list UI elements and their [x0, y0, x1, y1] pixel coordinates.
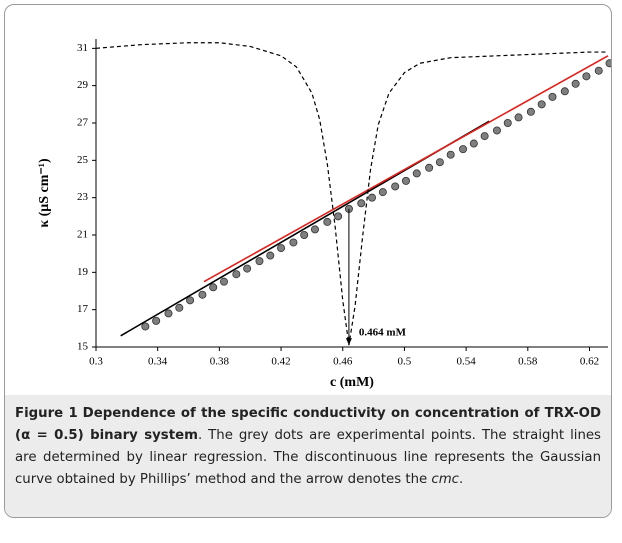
x-tick-label: 0.5	[398, 356, 412, 368]
data-point	[514, 113, 523, 122]
y-axis-title: κ (μS cm⁻¹)	[37, 158, 52, 228]
data-point	[537, 100, 546, 109]
data-point	[323, 217, 332, 226]
data-point	[391, 182, 400, 191]
y-tick-label: 15	[77, 341, 89, 353]
gaussian-curve	[95, 42, 608, 346]
data-point	[219, 277, 228, 286]
y-tick-label: 29	[77, 79, 89, 91]
chart: 15 17 19 21 23 25 27 29 31 0.3 0.34 0.38 0.42 0.46 0.5…	[37, 39, 611, 390]
data-point	[560, 87, 569, 96]
y-tick-label: 17	[77, 303, 89, 315]
data-point	[175, 303, 184, 312]
data-point	[255, 257, 264, 266]
arrow-label: 0.464 mM	[359, 327, 407, 339]
data-point	[526, 107, 535, 116]
x-tick-label: 0.62	[580, 356, 599, 368]
data-point	[582, 72, 591, 81]
y-tick-label: 21	[77, 229, 88, 241]
data-point	[289, 238, 298, 247]
y-tick-label: 19	[77, 266, 89, 278]
caption: Figure 1 Dependence of the specific cond…	[5, 395, 611, 517]
caption-term: cmc	[431, 472, 459, 487]
data-point	[503, 119, 512, 128]
data-point	[152, 316, 161, 325]
data-point	[243, 264, 252, 273]
x-tick-label: 0.3	[89, 356, 103, 368]
data-point	[594, 66, 603, 75]
data-point	[310, 225, 319, 234]
data-point	[480, 132, 489, 141]
arrow-head	[345, 338, 352, 346]
data-point	[571, 79, 580, 88]
data-point	[266, 251, 275, 260]
caption-body: . The grey dots are experimental points.…	[15, 428, 601, 487]
x-tick-label: 0.54	[456, 356, 476, 368]
data-point	[605, 59, 611, 68]
y-tick-label: 27	[77, 117, 89, 129]
x-tick-label: 0.38	[210, 356, 230, 368]
data-point	[378, 188, 387, 197]
data-point	[435, 158, 444, 167]
data-point	[459, 145, 468, 154]
data-point	[232, 270, 241, 279]
y-tick-label: 23	[77, 191, 89, 203]
x-tick-label: 0.58	[518, 356, 538, 368]
data-point	[141, 322, 150, 331]
data-point	[412, 169, 421, 178]
data-point	[401, 176, 410, 185]
data-point	[425, 163, 434, 172]
data-point	[548, 92, 557, 101]
y-tick-label: 31	[77, 42, 88, 54]
figure-label: Figure 1	[15, 406, 78, 421]
x-tick-label: 0.34	[148, 356, 168, 368]
x-tick-label: 0.42	[271, 356, 290, 368]
data-point	[357, 199, 366, 208]
x-tick-label: 0.46	[333, 356, 353, 368]
data-point	[186, 296, 195, 305]
data-point	[446, 150, 455, 159]
data-point	[334, 212, 343, 221]
data-point	[492, 126, 501, 135]
data-point	[277, 244, 286, 253]
y-tick-label: 25	[77, 154, 89, 166]
caption-title: Dependence of the specific conductivity …	[15, 406, 601, 443]
regression-line	[203, 55, 609, 283]
data-point	[300, 230, 309, 239]
x-axis-title: c (mM)	[330, 375, 374, 390]
data-point	[164, 309, 173, 318]
data-point	[209, 283, 218, 292]
data-point	[469, 139, 478, 148]
caption-end: .	[459, 472, 464, 487]
figure-frame: 15 17 19 21 23 25 27 29 31 0.3 0.34 0.38 0.42 0.46 0.5…	[4, 4, 612, 518]
data-point	[198, 290, 207, 299]
data-point	[368, 193, 377, 202]
